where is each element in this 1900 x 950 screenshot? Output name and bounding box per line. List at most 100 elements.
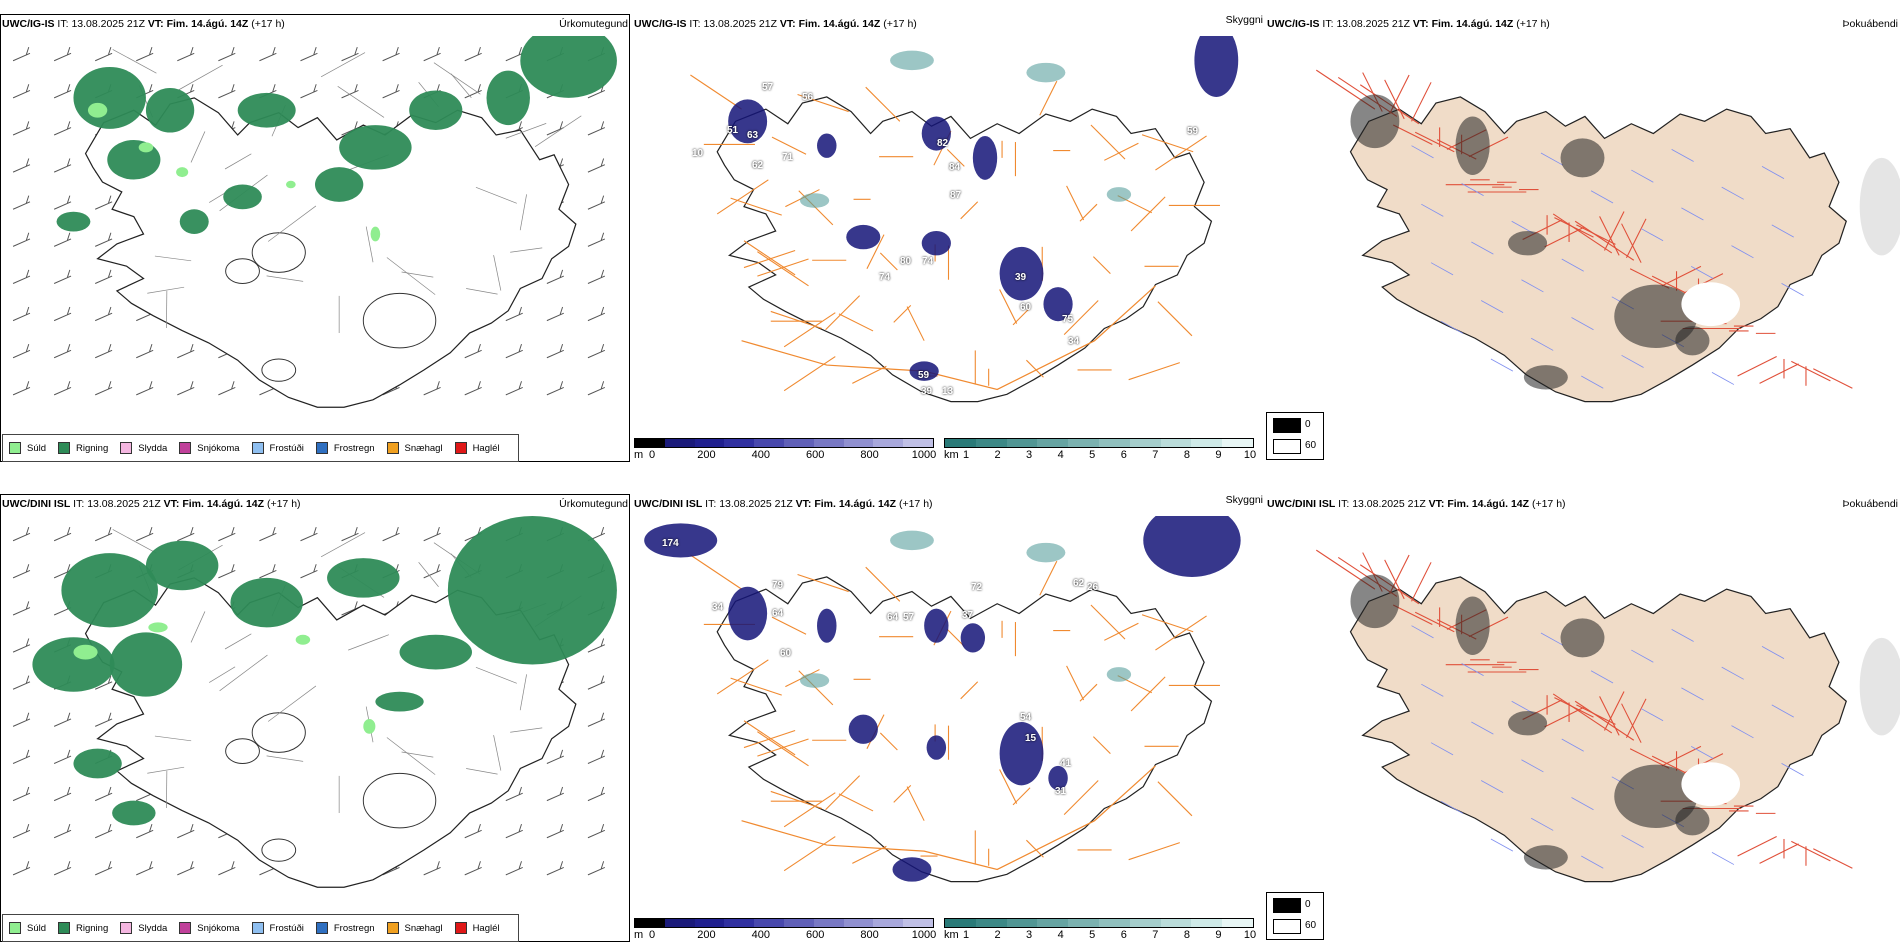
cloud-base-label: 15	[1025, 733, 1037, 744]
legend-swatch	[9, 442, 21, 454]
vt-label: VT:	[147, 18, 164, 30]
river-line	[1581, 375, 1604, 389]
wind-barb	[136, 46, 154, 62]
river-line	[1430, 742, 1454, 756]
road-line	[1759, 843, 1799, 864]
wind-barb	[464, 343, 482, 359]
road-line	[475, 186, 517, 204]
wind-barb	[587, 638, 606, 653]
wind-barb	[546, 381, 564, 396]
legend-item: Haglél	[454, 922, 500, 934]
road-line	[783, 836, 836, 872]
road-line	[1661, 745, 1702, 767]
colorbar-ramp	[634, 918, 934, 928]
wind-barb	[12, 712, 31, 727]
river-line	[1590, 190, 1614, 204]
road-line	[999, 289, 1018, 324]
wind-barb	[95, 675, 113, 690]
cloud-base-label: 72	[971, 582, 983, 593]
river-line	[1421, 683, 1444, 697]
cloud-base-label: 174	[662, 538, 679, 549]
colorbar-tick: 2	[994, 449, 1001, 461]
wind-barb	[53, 343, 72, 359]
road-line	[1128, 842, 1180, 861]
wind-barb	[382, 46, 400, 62]
road-line	[154, 255, 192, 262]
river-line	[1521, 279, 1544, 293]
iceland-coastline	[716, 96, 1213, 403]
colorbar-tick: 1000	[911, 929, 937, 941]
low-visibility-area	[1026, 542, 1066, 563]
colorbar-tick: 8	[1183, 449, 1190, 461]
fog-clear-area	[1681, 762, 1741, 807]
river-line	[1690, 265, 1714, 279]
road-line	[337, 85, 385, 118]
iceland-land	[1349, 96, 1847, 403]
river-line	[1640, 708, 1664, 722]
colorbar-tick: 5	[1089, 929, 1096, 941]
wind-barb	[423, 526, 441, 542]
road-line	[771, 136, 807, 155]
colorbar-tick: 200	[697, 449, 716, 461]
legend-label: Slydda	[138, 442, 168, 454]
wind-barb	[423, 861, 441, 876]
wind-barb	[382, 526, 400, 542]
precip-type-panel: UWC/DINI ISL IT: 13.08.2025 21Z VT: Fim.…	[0, 480, 632, 950]
cloud-base-label: 84	[949, 162, 961, 173]
model-name: UWC/DINI ISL	[634, 498, 703, 510]
rain-area	[32, 637, 115, 692]
road-line	[1813, 368, 1853, 389]
wind-barb	[423, 564, 441, 579]
cloud-base-label: 74	[879, 272, 891, 283]
panel-title: UWC/DINI ISL IT: 13.08.2025 21Z VT: Fim.…	[1267, 498, 1566, 510]
colorbar-ticks: m 0 200 400 600 800 1000	[634, 928, 937, 942]
fog-swatch-dark	[1273, 418, 1301, 433]
wind-barb	[259, 46, 277, 62]
cloud-base-label: 13	[942, 386, 954, 397]
river-line	[1461, 663, 1484, 677]
rain-area	[230, 577, 303, 628]
vt-value: Fim. 14.ágú. 14Z	[798, 18, 881, 30]
legend-swatch	[9, 922, 21, 934]
road-line	[852, 365, 887, 384]
road-line	[1759, 363, 1799, 384]
cloud-base-label: 79	[772, 580, 784, 591]
wind-barb	[423, 46, 441, 62]
road-line	[1039, 80, 1058, 116]
glacier-outline	[362, 772, 437, 829]
cloud-base-label: 26	[1087, 582, 1099, 593]
wind-barb	[95, 232, 113, 247]
river-line	[1671, 148, 1694, 162]
wind-barb	[136, 381, 154, 396]
river-line	[1540, 152, 1564, 166]
river-line	[1621, 834, 1644, 848]
road-line	[690, 554, 742, 590]
lead-time: (+17 h)	[1531, 498, 1566, 510]
wind-barb	[95, 46, 113, 62]
road-line	[1155, 615, 1207, 651]
cloud-base-label: 51	[727, 125, 739, 136]
wind-barb	[95, 786, 113, 802]
colorbar-tick: 6	[1120, 929, 1127, 941]
it-label: IT:	[57, 18, 69, 30]
vt-label: VT:	[795, 498, 812, 510]
river-line	[1731, 245, 1754, 259]
river-line	[1761, 166, 1785, 179]
river-line	[1471, 721, 1494, 735]
wind-barb	[546, 343, 564, 359]
panel-title: UWC/IG-IS IT: 13.08.2025 21Z VT: Fim. 14…	[2, 18, 285, 30]
wind-barb	[300, 84, 318, 99]
model-name: UWC/IG-IS	[2, 18, 55, 30]
colorbar-ticks: km 1 2 3 4 5 6 7 8 9 10	[944, 448, 1256, 462]
wind-barb	[177, 526, 195, 542]
panel-title: UWC/DINI ISL IT: 13.08.2025 21Z VT: Fim.…	[2, 498, 301, 510]
glacier-outline	[362, 292, 437, 349]
rain-area	[112, 800, 156, 826]
road-line	[743, 249, 796, 269]
fog-index-legend: 0 60	[1266, 412, 1324, 460]
colorbar-tick: 4	[1057, 929, 1064, 941]
wind-barb	[505, 786, 523, 802]
legend-label: Rigning	[76, 922, 109, 934]
fog-index-panel: UWC/DINI ISL IT: 13.08.2025 21Z VT: Fim.…	[1265, 480, 1900, 950]
fog-dark-area	[1614, 284, 1698, 348]
